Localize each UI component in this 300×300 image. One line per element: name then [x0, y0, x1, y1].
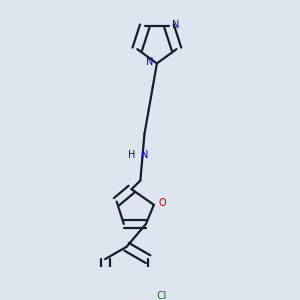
Text: N: N [141, 150, 148, 160]
Text: N: N [172, 20, 180, 30]
Text: O: O [158, 198, 166, 208]
Text: Cl: Cl [157, 291, 167, 300]
Text: H: H [128, 150, 135, 160]
Text: N: N [146, 57, 154, 67]
